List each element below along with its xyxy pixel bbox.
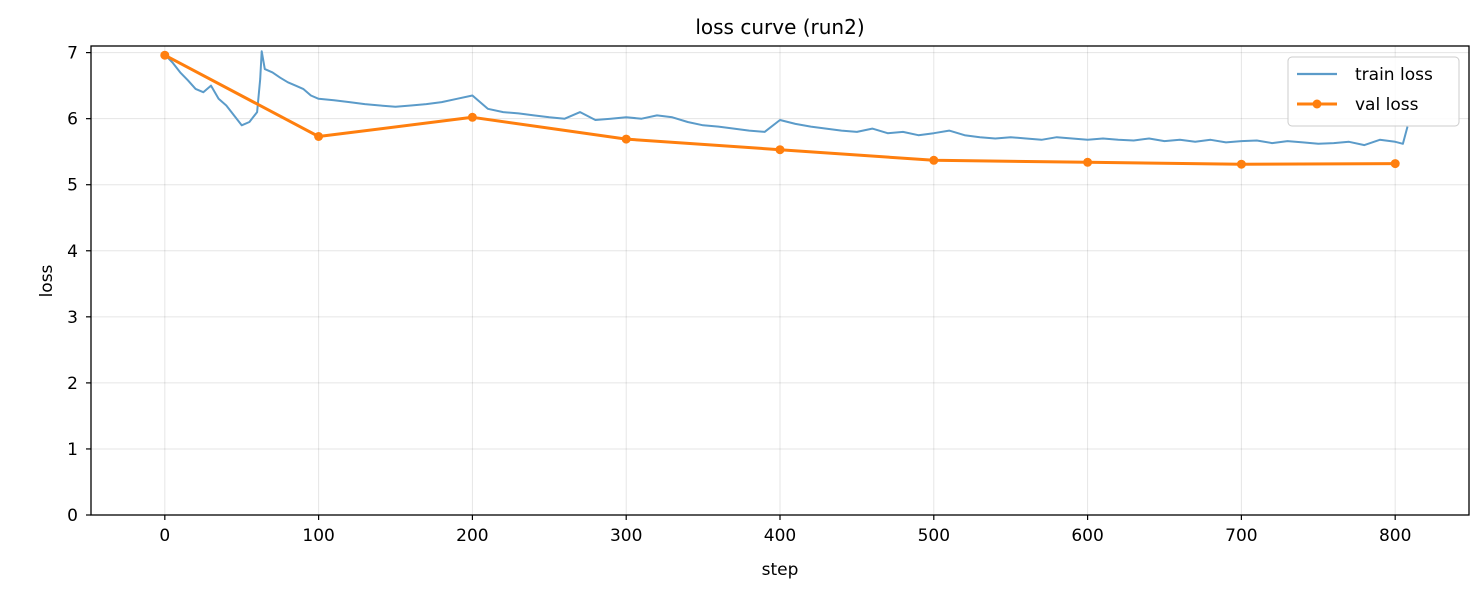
legend: train loss val loss <box>1287 56 1460 127</box>
y-axis-title: loss <box>37 264 57 297</box>
val-loss-point <box>775 145 785 155</box>
x-tick-label: 500 <box>918 526 950 546</box>
y-tick-label: 5 <box>67 176 78 196</box>
x-tick-label: 0 <box>159 526 170 546</box>
x-tick-label: 800 <box>1379 526 1411 546</box>
x-tick-label: 600 <box>1071 526 1103 546</box>
val-loss-point <box>929 155 939 165</box>
legend-val-marker <box>1312 99 1322 109</box>
val-loss-point <box>621 134 631 144</box>
tick-layer: 0 100 200 300 400 500 600 700 800 0 1 2 3 4 5 6 7 <box>67 44 1411 546</box>
y-tick-label: 1 <box>67 440 78 460</box>
y-tick-label: 4 <box>67 242 78 262</box>
y-tick-label: 6 <box>67 110 78 130</box>
val-loss-point <box>314 132 324 141</box>
y-tick-label: 2 <box>67 374 78 394</box>
x-tick-label: 400 <box>764 526 796 546</box>
chart-title: loss curve (run2) <box>695 15 864 39</box>
y-tick-label: 7 <box>67 44 78 64</box>
x-tick-label: 300 <box>610 526 642 546</box>
x-tick-label: 100 <box>302 526 334 546</box>
legend-val-label: val loss <box>1355 95 1419 115</box>
val-loss-point <box>1236 159 1246 169</box>
val-loss-point <box>1390 159 1400 169</box>
y-tick-label: 3 <box>67 308 78 328</box>
val-loss-point <box>467 112 477 122</box>
train-loss-line <box>164 50 1409 147</box>
series-layer <box>160 50 1409 169</box>
x-tick-label: 700 <box>1225 526 1257 546</box>
legend-train-label: train loss <box>1355 65 1433 85</box>
val-loss-point <box>160 50 170 60</box>
x-tick-label: 200 <box>456 526 488 546</box>
val-loss-point <box>1083 157 1093 167</box>
y-tick-label: 0 <box>67 506 78 526</box>
x-axis-title: step <box>762 560 799 580</box>
